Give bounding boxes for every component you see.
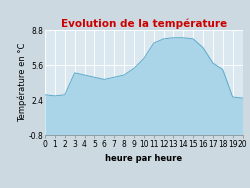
X-axis label: heure par heure: heure par heure xyxy=(105,154,182,163)
Title: Evolution de la température: Evolution de la température xyxy=(61,19,227,29)
Y-axis label: Température en °C: Température en °C xyxy=(18,43,28,122)
